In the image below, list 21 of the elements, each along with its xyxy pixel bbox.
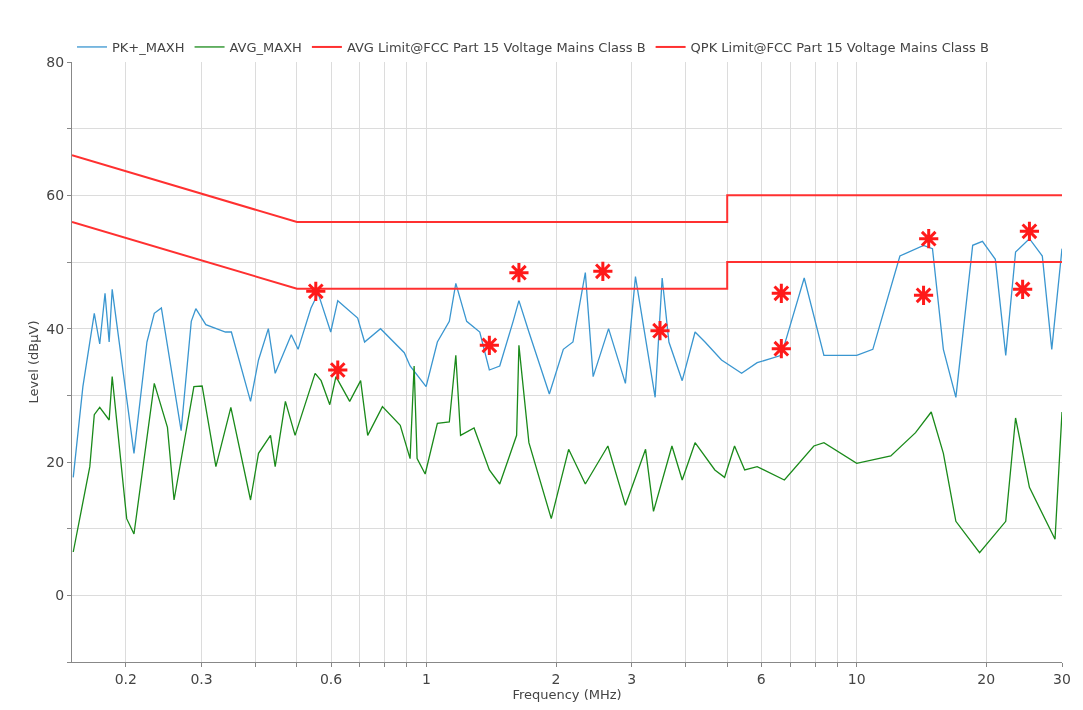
x-tick-label: 0.6 <box>319 670 343 687</box>
legend-label: AVG Limit@FCC Part 15 Voltage Mains Class B <box>346 40 646 56</box>
y-tick-label: 40 <box>46 320 65 337</box>
x-tick-label: 2 <box>551 670 561 687</box>
x-tick-label: 0.3 <box>190 670 213 687</box>
x-tick-label: 10 <box>847 670 866 687</box>
y-tick-label: 80 <box>46 53 65 70</box>
legend-label: PK+_MAXH <box>112 40 185 56</box>
x-tick-label: 3 <box>627 670 637 687</box>
legend-label: AVG_MAXH <box>229 40 302 56</box>
y-axis-title: Level (dBµV) <box>26 320 42 404</box>
x-axis-title: Frequency (MHz) <box>512 686 622 702</box>
x-tick-label: 30 <box>1053 670 1071 687</box>
legend-label: QPK Limit@FCC Part 15 Voltage Mains Class B <box>690 40 989 56</box>
y-tick-label: 20 <box>46 453 65 470</box>
x-tick-label: 0.2 <box>114 670 137 687</box>
x-tick-label: 1 <box>422 670 431 687</box>
y-tick-label: 0 <box>55 587 65 604</box>
x-tick-label: 6 <box>756 670 766 687</box>
x-tick-label: 20 <box>977 670 996 687</box>
y-tick-label: 60 <box>46 187 65 204</box>
